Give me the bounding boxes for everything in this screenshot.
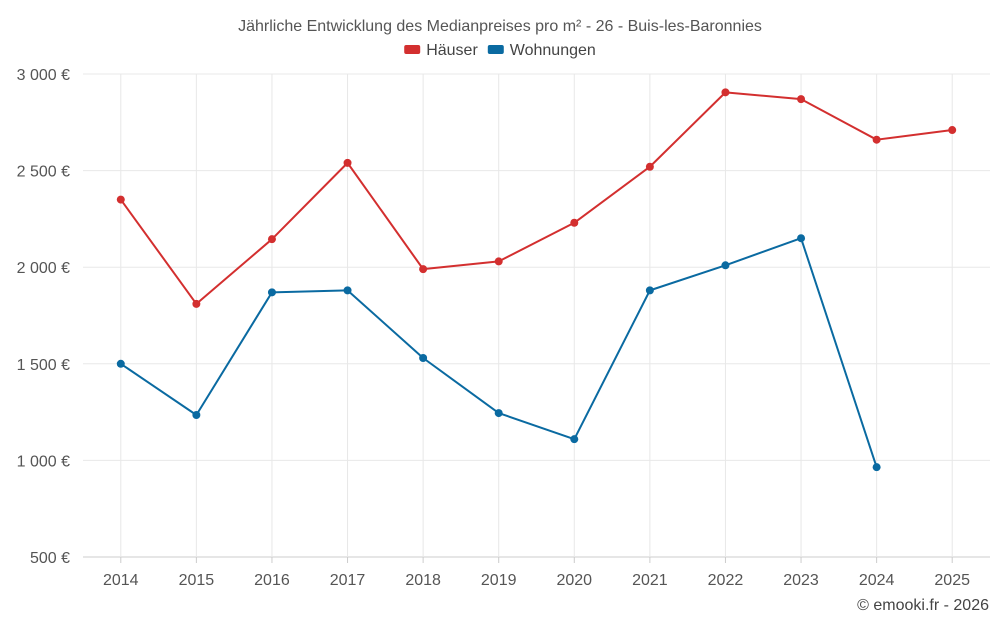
credit-text: © emooki.fr - 2026 (857, 597, 989, 614)
series-2-point[interactable] (343, 286, 352, 295)
legend-label: Wohnungen (510, 42, 596, 59)
legend-item-2[interactable]: Wohnungen (487, 42, 596, 59)
x-tick-label: 2021 (632, 572, 668, 589)
series-1-point[interactable] (267, 235, 276, 244)
legend-label: Häuser (426, 42, 478, 59)
y-tick-label: 2 500 € (17, 164, 70, 181)
series-2-point[interactable] (267, 288, 276, 297)
series-2-point[interactable] (570, 435, 579, 444)
x-tick-label: 2024 (859, 572, 895, 589)
series-2-point[interactable] (419, 354, 428, 363)
y-tick-label: 3 000 € (17, 67, 70, 84)
series-1-point[interactable] (494, 257, 503, 266)
legend-swatch (487, 45, 504, 54)
legend[interactable]: Häuser Wohnungen (404, 42, 596, 59)
series-2-point[interactable] (192, 410, 201, 419)
x-tick-label: 2022 (708, 572, 744, 589)
series-1-point[interactable] (570, 218, 579, 227)
series-2[interactable] (116, 234, 881, 472)
series-1-point[interactable] (343, 158, 352, 167)
y-tick-label: 1 500 € (17, 357, 70, 374)
x-tick-label: 2016 (254, 572, 290, 589)
series-1-point[interactable] (948, 126, 957, 135)
series-1[interactable] (116, 88, 957, 308)
x-tick-label: 2018 (405, 572, 441, 589)
series-1-point[interactable] (721, 88, 730, 97)
x-tick-label: 2025 (934, 572, 970, 589)
chart-title: Jährliche Entwicklung des Medianpreises … (238, 18, 762, 35)
series-1-point[interactable] (797, 95, 806, 104)
y-tick-label: 2 000 € (17, 260, 70, 277)
x-tick-label: 2014 (103, 572, 139, 589)
series-1-point[interactable] (116, 195, 125, 204)
series-1-point[interactable] (192, 299, 201, 308)
x-tick-label: 2017 (330, 572, 366, 589)
series-2-point[interactable] (721, 261, 730, 270)
legend-swatch (404, 45, 421, 54)
x-tick-label: 2020 (556, 572, 592, 589)
x-tick-label: 2023 (783, 572, 819, 589)
x-axis: 2014 2015 2016 2017 2018 2019 2020 2021 2022 2023… (103, 557, 970, 589)
y-tick-label: 1 000 € (17, 453, 70, 470)
series-1-line[interactable] (119, 91, 953, 305)
y-tick-label: 500 € (30, 550, 70, 567)
series-group (116, 88, 957, 472)
grid (83, 73, 990, 558)
x-tick-label: 2019 (481, 572, 517, 589)
series-2-point[interactable] (797, 234, 806, 243)
y-axis: 500 € 1 000 € 1 500 € 2 000 € 2 500 € 3 000 € (17, 67, 70, 567)
series-2-point[interactable] (494, 409, 503, 418)
x-tick-label: 2015 (179, 572, 215, 589)
series-2-point[interactable] (116, 359, 125, 368)
series-1-point[interactable] (645, 162, 654, 171)
series-1-point[interactable] (419, 265, 428, 274)
series-2-point[interactable] (645, 286, 654, 295)
legend-item-1[interactable]: Häuser (404, 42, 478, 59)
series-1-point[interactable] (872, 135, 881, 144)
series-2-point[interactable] (872, 463, 881, 472)
